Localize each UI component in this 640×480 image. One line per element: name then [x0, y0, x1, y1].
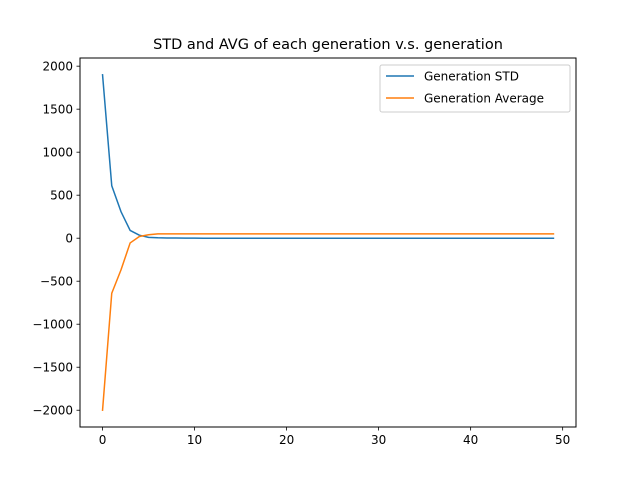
- x-tick-label: 40: [463, 433, 478, 447]
- y-tick-label: 2000: [42, 59, 73, 73]
- series-group: [101, 73, 555, 412]
- series-line-std: [101, 73, 555, 239]
- x-tick-label: 10: [187, 433, 202, 447]
- y-tick-label: 500: [50, 188, 73, 202]
- plot-frame: [79, 57, 577, 428]
- x-tick-label: 50: [555, 433, 570, 447]
- y-tick-label: −1000: [32, 317, 73, 331]
- legend-label-std: Generation STD: [424, 70, 519, 84]
- x-tick-label: 30: [371, 433, 386, 447]
- legend: Generation STD Generation Average: [379, 64, 571, 113]
- legend-box: [379, 64, 571, 113]
- x-tick-label: 0: [99, 433, 107, 447]
- y-tick-label: 1500: [42, 102, 73, 116]
- legend-label-avg: Generation Average: [424, 92, 544, 106]
- y-tick-label: −1500: [32, 360, 73, 374]
- chart-title: STD and AVG of each generation v.s. gene…: [153, 37, 503, 53]
- y-tick-label: −500: [40, 274, 73, 288]
- y-tick-label: 1000: [42, 145, 73, 159]
- axes: 0 10 20 30 40 50 −2000 −1500 −1000 −500 0 500 1000 15…: [32, 57, 577, 447]
- y-tick-label: 0: [65, 231, 73, 245]
- y-tick-label: −2000: [32, 403, 73, 417]
- series-line-avg: [101, 233, 555, 412]
- x-tick-label: 20: [279, 433, 294, 447]
